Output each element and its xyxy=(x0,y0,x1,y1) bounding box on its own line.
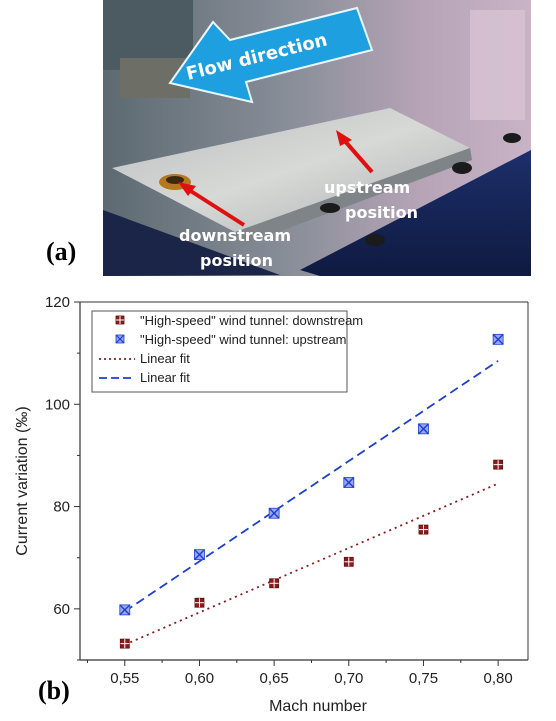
data-points xyxy=(119,333,504,649)
x-tick-label: 0,80 xyxy=(484,670,513,687)
x-tick-label: 0,65 xyxy=(260,670,289,687)
upstream-point xyxy=(492,333,504,345)
fit-lines xyxy=(124,360,499,646)
upstream-point xyxy=(343,477,355,489)
x-tick-label: 0,60 xyxy=(185,670,214,687)
test-plate xyxy=(112,108,470,232)
downstream-point xyxy=(418,524,429,535)
upstream-point xyxy=(417,423,429,435)
panel-a-label: (a) xyxy=(46,237,76,266)
x-axis-title: Mach number xyxy=(269,698,367,715)
legend-downstream: "High-speed" wind tunnel: downstream xyxy=(140,313,363,328)
downstream-point xyxy=(269,578,280,589)
wind-tunnel-photo: Flow direction upstream position downstr… xyxy=(0,0,556,290)
upstream-point xyxy=(268,507,280,519)
legend-fit-1: Linear fit xyxy=(140,351,190,366)
fit-line-2 xyxy=(124,360,499,613)
chart: 0,55 0,60 0,65 0,70 0,75 0,80 60 80 100 120 "Hig… xyxy=(14,294,529,715)
y-axis-title: Current variation (‰) xyxy=(14,406,31,555)
x-ticks: 0,55 0,60 0,65 0,70 0,75 0,80 xyxy=(86,660,513,687)
x-tick-label: 0,55 xyxy=(110,670,139,687)
downstream-label-line2: position xyxy=(200,251,273,270)
downstream-label-line1: downstream xyxy=(179,226,291,245)
fit-line-1 xyxy=(124,482,499,646)
upstream-point xyxy=(119,604,131,616)
legend-marker-downstream xyxy=(115,315,125,325)
y-tick-label: 80 xyxy=(53,499,70,516)
upstream-label-line2: position xyxy=(345,203,418,222)
flow-direction-arrow xyxy=(168,6,374,104)
legend-marker-upstream xyxy=(115,334,125,344)
upstream-pointer xyxy=(342,138,374,174)
upstream-point xyxy=(193,549,205,561)
downstream-point xyxy=(493,459,504,470)
y-ticks: 60 80 100 120 xyxy=(45,294,80,661)
upstream-label-line1: upstream xyxy=(324,178,410,197)
y-tick-label: 120 xyxy=(45,294,70,311)
y-tick-label: 100 xyxy=(45,396,70,413)
x-tick-label: 0,75 xyxy=(409,670,438,687)
downstream-point xyxy=(194,597,205,608)
x-tick-label: 0,70 xyxy=(334,670,363,687)
legend-upstream: "High-speed" wind tunnel: upstream xyxy=(140,332,347,347)
plot-frame xyxy=(79,301,529,661)
panel-b-label: (b) xyxy=(38,676,70,705)
legend-fit-2: Linear fit xyxy=(140,370,190,385)
y-tick-label: 60 xyxy=(53,601,70,618)
downstream-pointer xyxy=(184,186,246,227)
downstream-point xyxy=(343,556,354,567)
downstream-point xyxy=(119,638,130,649)
legend: "High-speed" wind tunnel: downstream "Hi… xyxy=(91,310,363,393)
